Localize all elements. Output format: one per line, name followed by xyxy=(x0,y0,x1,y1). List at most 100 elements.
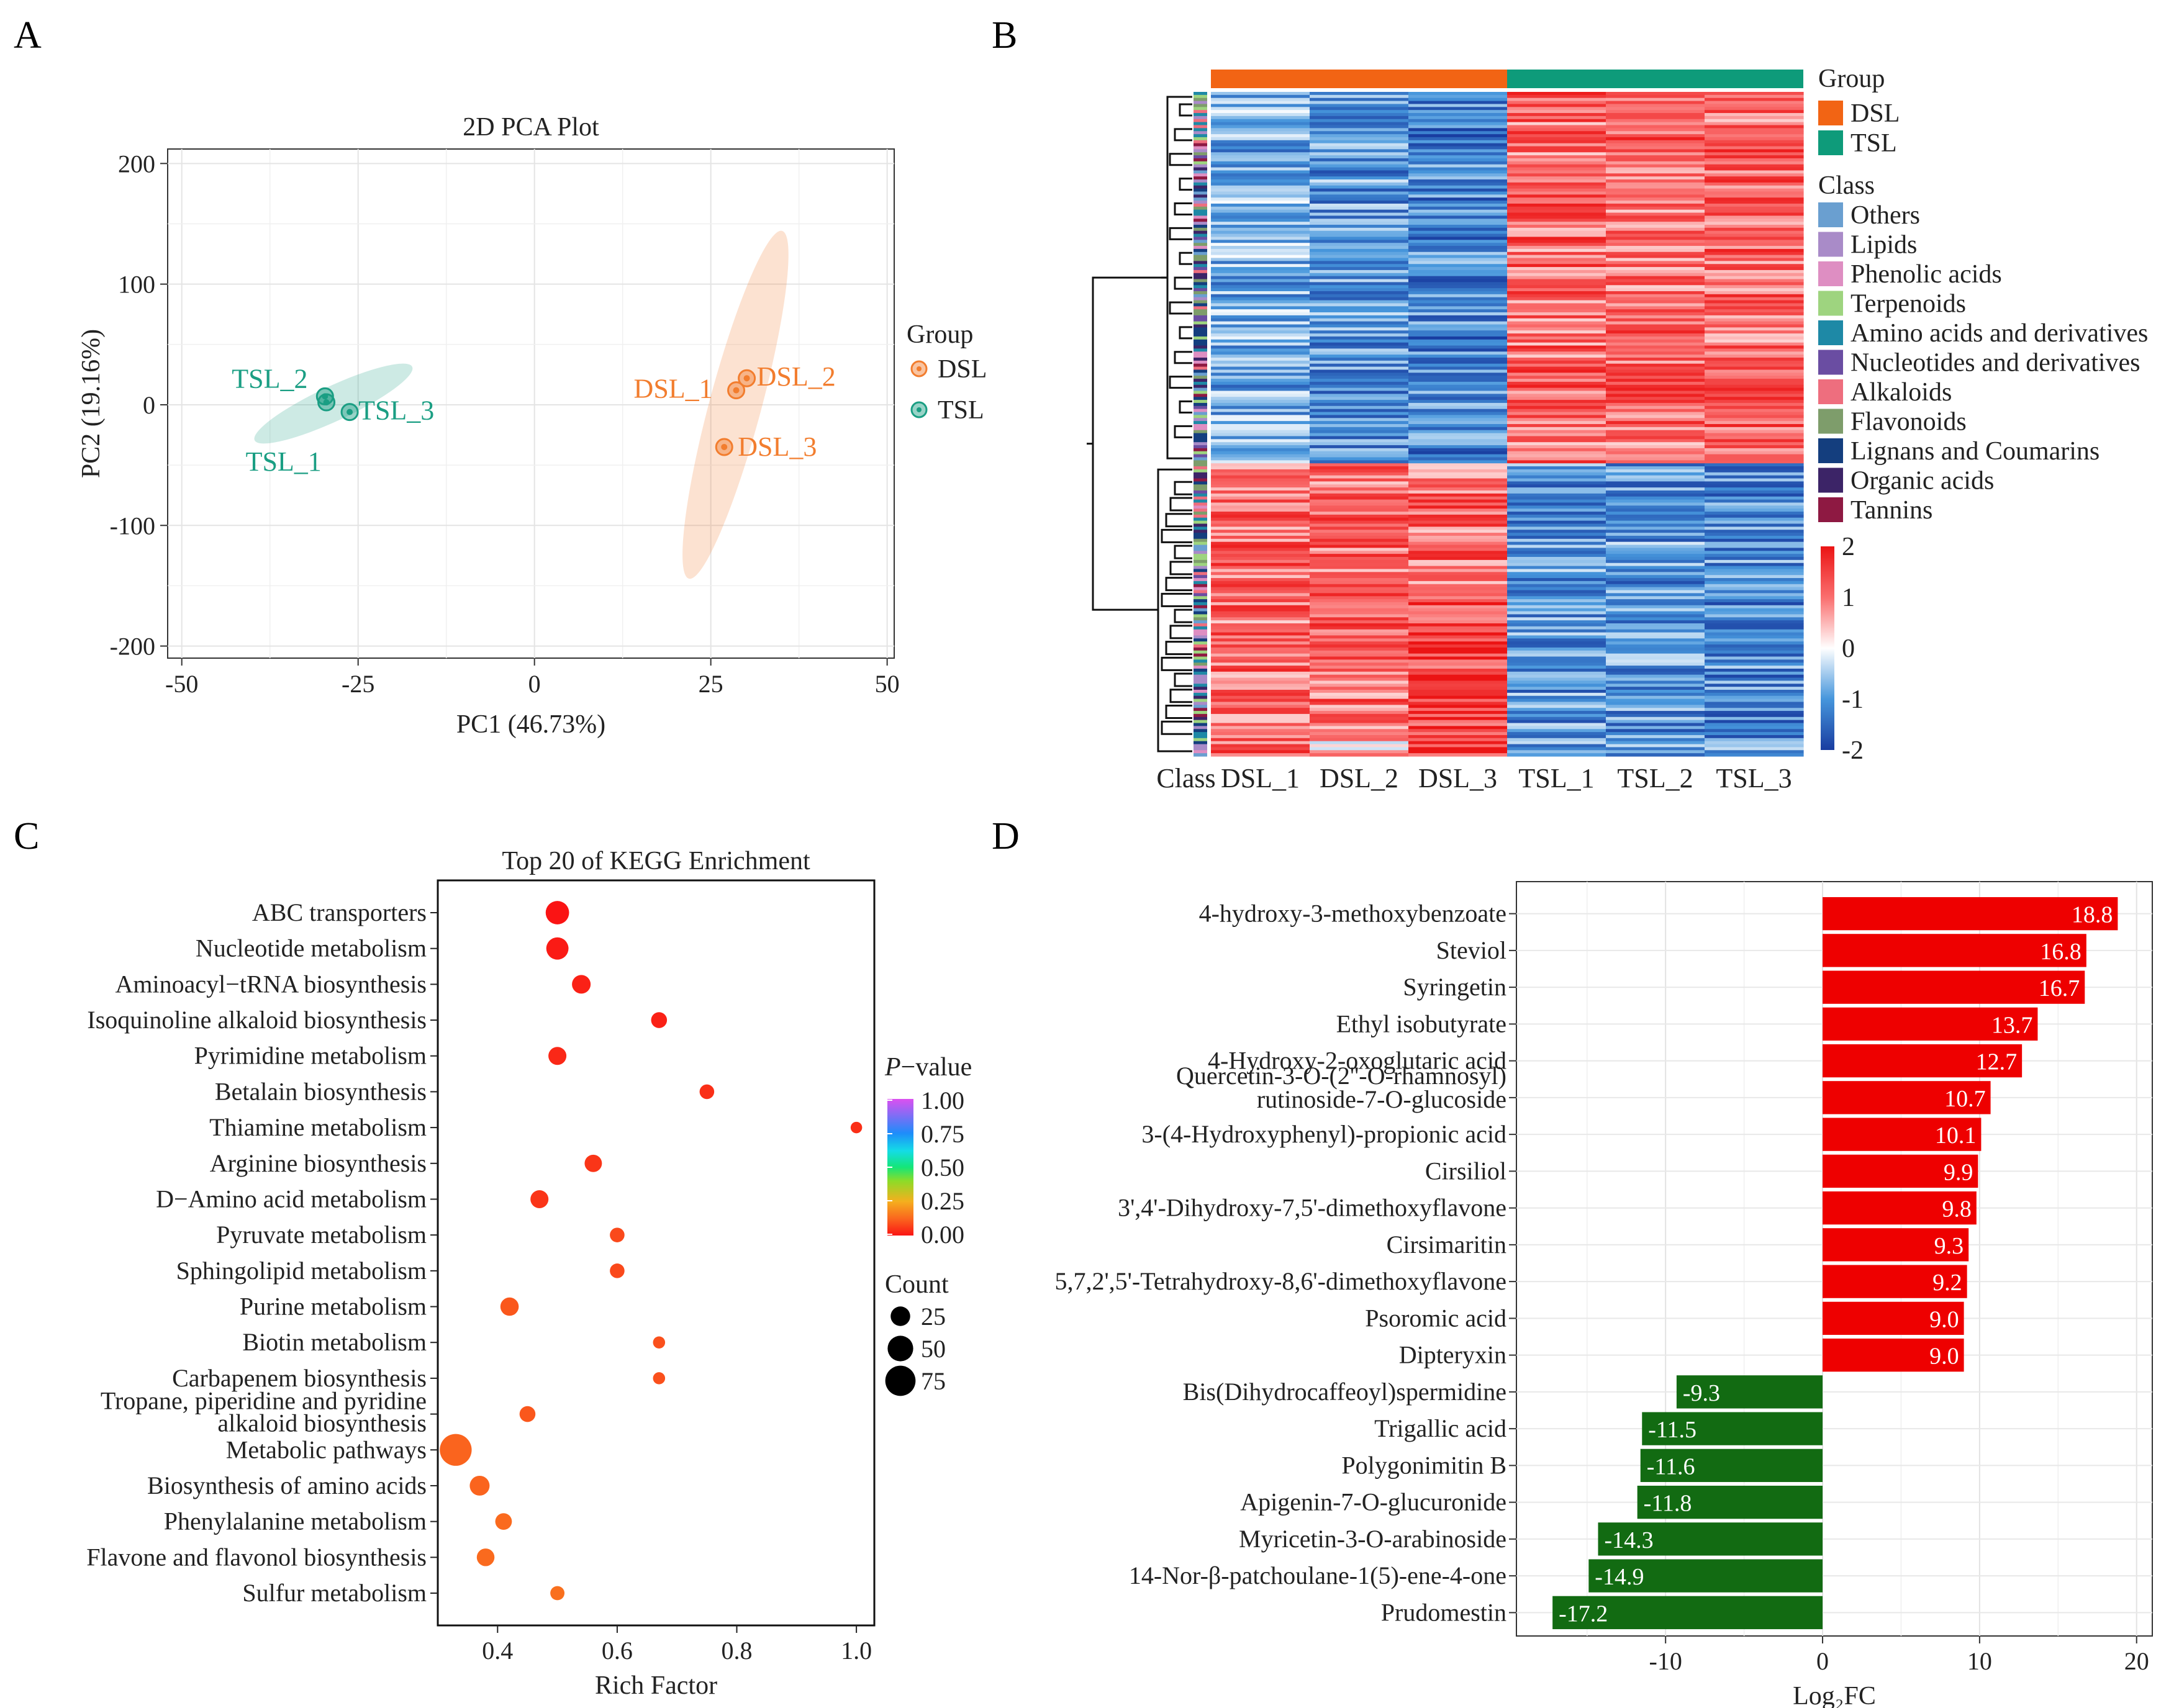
class-cell xyxy=(1194,569,1207,572)
heatmap-cell xyxy=(1507,273,1606,277)
heatmap-cell xyxy=(1408,358,1508,361)
heatmap-cell xyxy=(1310,315,1409,319)
heatmap-cell xyxy=(1310,541,1409,546)
heatmap-cell xyxy=(1606,711,1705,715)
heatmap-cell xyxy=(1310,584,1409,588)
heatmap-cell xyxy=(1310,726,1409,730)
heatmap-cell xyxy=(1507,499,1606,504)
heatmap-cell xyxy=(1507,517,1606,522)
heatmap-cell xyxy=(1408,379,1508,382)
class-cell xyxy=(1194,508,1207,512)
heatmap-cell xyxy=(1507,246,1606,250)
class-legend-swatch xyxy=(1818,497,1843,522)
heatmap-cell xyxy=(1606,206,1705,210)
heatmap-cell xyxy=(1211,360,1310,364)
heatmap-cell xyxy=(1705,300,1804,304)
heatmap-cell xyxy=(1310,282,1409,286)
heatmap-cell xyxy=(1310,164,1409,168)
heatmap-cell xyxy=(1408,405,1508,410)
heatmap-cell xyxy=(1408,575,1508,579)
heatmap-cell xyxy=(1408,484,1508,488)
chart-title: Top 20 of KEGG Enrichment xyxy=(502,847,810,875)
heatmap-cell xyxy=(1310,614,1409,618)
heatmap-cell xyxy=(1211,140,1310,144)
x-axis-label: Rich Factor xyxy=(595,1671,717,1700)
class-cell xyxy=(1194,632,1207,636)
x-tick-label: 50 xyxy=(875,670,900,698)
heatmap-cell xyxy=(1507,291,1606,295)
heatmap-cell xyxy=(1310,680,1409,684)
heatmap-cell xyxy=(1606,644,1705,648)
heatmap-cell xyxy=(1310,381,1409,386)
class-cell xyxy=(1194,397,1207,400)
class-cell xyxy=(1194,520,1207,525)
heatmap-cell xyxy=(1408,110,1508,114)
heatmap-cell xyxy=(1408,623,1508,627)
heatmap-cell xyxy=(1408,750,1508,754)
count-legend-label: 75 xyxy=(921,1367,946,1395)
heatmap-cell xyxy=(1606,581,1705,585)
heatmap-cell xyxy=(1408,692,1508,697)
dendrogram-branch xyxy=(1165,641,1192,656)
log2fc-bar xyxy=(1823,1338,1964,1372)
heatmap-cell xyxy=(1310,723,1409,726)
heatmap-cell xyxy=(1507,107,1606,111)
metabolite-label: Steviol xyxy=(1436,936,1506,964)
class-cell xyxy=(1194,170,1207,174)
heatmap-cell xyxy=(1606,720,1705,724)
heatmap-cell xyxy=(1507,705,1606,708)
heatmap-cell xyxy=(1705,233,1804,238)
heatmap-cell xyxy=(1310,716,1409,721)
heatmap-cell xyxy=(1705,155,1804,159)
heatmap-cell xyxy=(1408,366,1508,371)
class-cell xyxy=(1194,687,1207,690)
heatmap-cell xyxy=(1507,255,1606,259)
heatmap-cell xyxy=(1606,578,1705,582)
class-cell xyxy=(1194,418,1207,422)
dendrogram-branch xyxy=(1179,178,1192,191)
heatmap-cell xyxy=(1310,421,1409,425)
heatmap-cell xyxy=(1310,297,1409,301)
heatmap-cell xyxy=(1606,599,1705,603)
heatmap-cell xyxy=(1705,427,1804,431)
heatmap-cell xyxy=(1507,590,1606,594)
heatmap-cell xyxy=(1211,248,1310,253)
heatmap-cell xyxy=(1606,620,1705,624)
heatmap-cell xyxy=(1408,122,1508,126)
heatmap-cell xyxy=(1606,602,1705,606)
heatmap-scale-label: 0 xyxy=(1842,635,1855,663)
heatmap-cell xyxy=(1310,412,1409,416)
heatmap-cell xyxy=(1211,243,1310,246)
heatmap-cell xyxy=(1408,481,1508,485)
heatmap-cell xyxy=(1310,517,1409,522)
heatmap-cell xyxy=(1705,512,1804,515)
heatmap-cell xyxy=(1211,605,1310,609)
heatmap-cell xyxy=(1310,469,1409,473)
heatmap-cell xyxy=(1507,348,1606,352)
heatmap-cell xyxy=(1606,747,1705,751)
group-legend-swatch-dsl xyxy=(1818,101,1843,125)
heatmap-cell xyxy=(1408,355,1508,358)
heatmap-cell xyxy=(1507,149,1606,153)
heatmap-cell xyxy=(1507,659,1606,663)
heatmap-cell xyxy=(1211,656,1310,660)
heatmap-cell xyxy=(1606,131,1705,135)
heatmap-cell xyxy=(1705,481,1804,485)
heatmap-cell xyxy=(1310,611,1409,615)
heatmap-cell xyxy=(1705,179,1804,183)
heatmap-cell xyxy=(1408,146,1508,150)
kegg-bubble xyxy=(548,1047,567,1065)
heatmap-cell xyxy=(1606,237,1705,240)
heatmap-cell xyxy=(1211,312,1310,316)
heatmap-cell xyxy=(1705,188,1804,192)
heatmap-cell xyxy=(1507,530,1606,533)
heatmap-cell xyxy=(1705,269,1804,274)
heatmap-cell xyxy=(1507,677,1606,682)
log2fc-bar xyxy=(1552,1596,1823,1630)
heatmap-cell xyxy=(1507,333,1606,337)
heatmap-cell xyxy=(1705,212,1804,217)
heatmap-cell xyxy=(1211,324,1310,328)
heatmap-cell xyxy=(1211,596,1310,600)
class-legend-label: Phenolic acids xyxy=(1851,260,2002,289)
class-cell xyxy=(1194,119,1207,123)
